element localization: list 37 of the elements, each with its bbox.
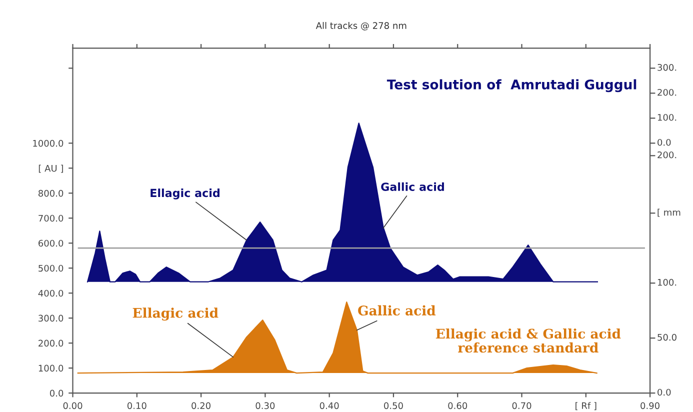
text: 50.0	[658, 334, 676, 341]
y-tick-label: 300.0	[38, 314, 64, 322]
y-tick-label: 0.0	[50, 390, 64, 397]
text: 200.	[658, 151, 676, 158]
chart-title: All tracks @ 278 nm	[316, 22, 406, 30]
x-tick-label: 0.40	[320, 402, 339, 410]
y-tick-label: 400.0	[38, 290, 64, 297]
text: 100.	[658, 278, 676, 286]
x-tick-label: 0.90	[640, 402, 660, 410]
y-tick-label: 600.0	[38, 240, 64, 247]
y-tick-label: 1000.0	[33, 140, 64, 147]
y-tick-label: 500.0	[38, 264, 64, 272]
y-tick-label: 200.0	[38, 340, 64, 347]
x-tick-label: 0.50	[384, 402, 403, 410]
x-tick-label: 0.20	[192, 402, 210, 410]
x-tick-label: [ Rf ]	[576, 402, 596, 410]
annotation: Ellagic acid	[132, 308, 218, 321]
text: 200.	[658, 88, 676, 96]
x-tick-label: 0.60	[448, 402, 468, 410]
annotation: Ellagic acid	[150, 188, 220, 200]
x-tick-label: 0.70	[512, 402, 532, 410]
annotation: Gallic acid	[358, 305, 436, 316]
x-tick-label: 0.30	[256, 402, 275, 410]
y-tick-label: 700.0	[38, 214, 64, 222]
text: 0.0	[658, 388, 671, 396]
annotation: Gallic acid	[381, 182, 444, 191]
y-tick-label: [ AU ]	[38, 164, 63, 173]
y-tick-label: 100.0	[38, 364, 64, 372]
annotation: Ellagic acid & Gallic acid reference standard	[436, 328, 621, 353]
text: 100.	[658, 114, 676, 121]
text: [ mm	[658, 208, 680, 217]
x-tick-label: 0.00	[63, 402, 82, 410]
text: 0.0	[658, 138, 671, 146]
y-tick-label: 800.0	[38, 190, 64, 197]
x-tick-label: 0.10	[127, 402, 146, 410]
text: 300.	[658, 64, 676, 71]
annotation: Test solution of Amrutadi Guggul	[386, 79, 636, 92]
